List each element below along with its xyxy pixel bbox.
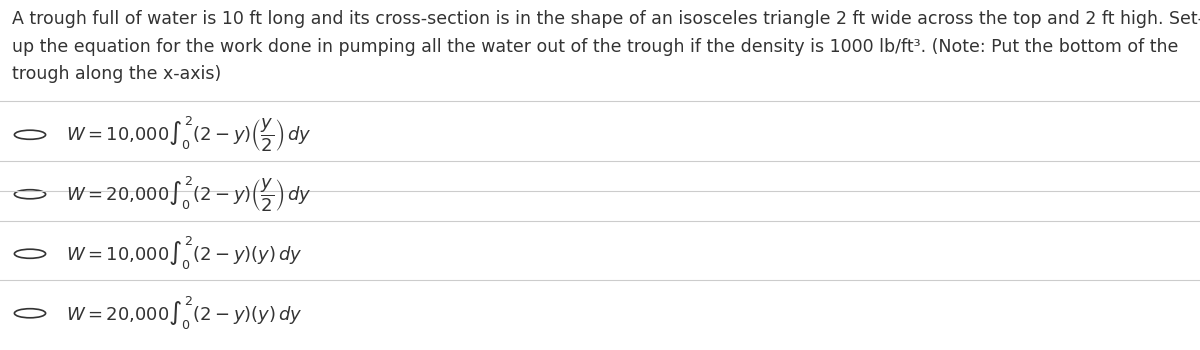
Text: $W = 10{,}000 \int_0^2 (2 - y)\left(\dfrac{y}{2}\right)\,dy$: $W = 10{,}000 \int_0^2 (2 - y)\left(\dfr… [66, 115, 312, 154]
Text: $W = 20{,}000 \int_0^2 (2 - y)\left(\dfrac{y}{2}\right)\,dy$: $W = 20{,}000 \int_0^2 (2 - y)\left(\dfr… [66, 175, 312, 214]
Text: A trough full of water is 10 ft long and its cross-section is in the shape of an: A trough full of water is 10 ft long and… [12, 10, 1200, 83]
Text: $W = 20{,}000 \int_0^2 (2 - y)(y)\,dy$: $W = 20{,}000 \int_0^2 (2 - y)(y)\,dy$ [66, 295, 302, 332]
Text: $W = 10{,}000 \int_0^2 (2 - y)(y)\,dy$: $W = 10{,}000 \int_0^2 (2 - y)(y)\,dy$ [66, 235, 302, 272]
